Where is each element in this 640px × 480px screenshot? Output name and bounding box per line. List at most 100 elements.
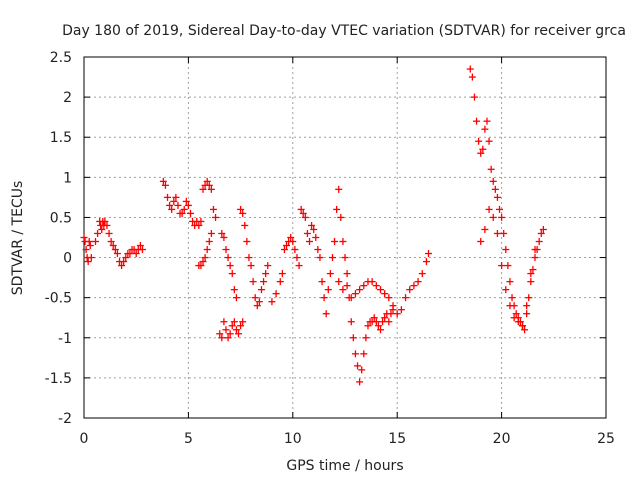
data-point: [333, 205, 341, 213]
data-point: [514, 318, 522, 326]
data-point: [381, 314, 389, 322]
data-point: [237, 322, 245, 330]
data-point: [247, 262, 255, 270]
data-point: [473, 117, 481, 125]
data-point: [207, 185, 215, 193]
y-tick-label: 2.5: [50, 50, 72, 66]
data-point: [228, 322, 236, 330]
data-point: [414, 278, 422, 286]
data-point: [529, 266, 537, 274]
data-point: [209, 205, 217, 213]
data-point: [205, 181, 213, 189]
data-point: [178, 209, 186, 217]
data-point: [521, 326, 529, 334]
data-point: [539, 225, 547, 233]
data-point: [475, 137, 483, 145]
data-point: [512, 310, 520, 318]
data-point: [107, 238, 115, 246]
data-point: [356, 286, 364, 294]
data-point: [203, 246, 211, 254]
y-tick-label: 1: [63, 170, 72, 186]
data-point: [216, 330, 224, 338]
data-point: [226, 330, 234, 338]
data-point: [376, 326, 384, 334]
data-point: [493, 229, 501, 237]
data-point: [222, 326, 230, 334]
data-point: [320, 294, 328, 302]
data-point: [243, 238, 251, 246]
data-point: [364, 322, 372, 330]
data-point: [502, 286, 510, 294]
data-point: [126, 250, 134, 258]
data-point: [291, 246, 299, 254]
data-point: [339, 286, 347, 294]
data-point: [310, 225, 318, 233]
data-point: [525, 294, 533, 302]
data-point: [161, 181, 169, 189]
data-point: [241, 221, 249, 229]
data-point: [376, 286, 384, 294]
data-point: [314, 246, 322, 254]
y-tick-label: 2: [63, 90, 72, 106]
data-point: [268, 298, 276, 306]
data-point: [410, 282, 418, 290]
data-point: [347, 294, 355, 302]
data-point: [87, 254, 95, 262]
data-point: [504, 262, 512, 270]
data-point: [220, 234, 228, 241]
data-point: [203, 177, 211, 185]
x-tick-label: 5: [184, 431, 193, 447]
data-point: [253, 302, 261, 310]
data-point: [85, 238, 93, 246]
data-point: [466, 65, 474, 73]
data-point: [218, 229, 226, 237]
data-point: [496, 205, 504, 213]
data-point: [493, 193, 501, 201]
data-point: [251, 294, 259, 302]
data-point: [239, 318, 247, 326]
data-points: [80, 65, 547, 386]
data-point: [406, 286, 414, 294]
data-point: [372, 318, 380, 326]
data-point: [199, 258, 207, 266]
data-point: [354, 362, 362, 370]
data-point: [347, 318, 355, 326]
data-point: [393, 310, 401, 318]
data-point: [518, 322, 526, 330]
data-point: [224, 334, 232, 342]
data-point: [527, 270, 535, 278]
x-tick-labels: 0 5 10 15 20 25: [80, 431, 615, 447]
data-point: [502, 246, 510, 254]
data-point: [425, 250, 433, 258]
data-point: [94, 229, 102, 237]
data-point: [531, 254, 539, 262]
x-tick-label: 10: [284, 431, 302, 447]
data-point: [328, 254, 336, 262]
data-point: [82, 246, 90, 254]
data-point: [239, 209, 247, 217]
data-point: [358, 366, 366, 374]
x-axis-title: GPS time / hours: [286, 458, 403, 474]
data-point: [316, 254, 324, 262]
data-point: [506, 278, 514, 286]
data-point: [164, 193, 172, 201]
data-point: [105, 229, 113, 237]
data-point: [184, 201, 192, 209]
data-point: [283, 242, 291, 250]
data-point: [280, 246, 288, 254]
data-point: [109, 242, 117, 250]
data-point: [477, 149, 485, 157]
data-point: [232, 326, 240, 334]
data-point: [523, 302, 531, 310]
data-point: [306, 238, 314, 246]
data-point: [523, 310, 531, 318]
data-point: [487, 165, 495, 173]
data-point: [122, 254, 130, 262]
data-point: [351, 290, 359, 298]
data-point: [172, 193, 180, 201]
data-point: [170, 197, 178, 205]
data-point: [385, 294, 393, 302]
data-point: [278, 270, 286, 278]
y-tick-label: -2: [58, 411, 72, 427]
